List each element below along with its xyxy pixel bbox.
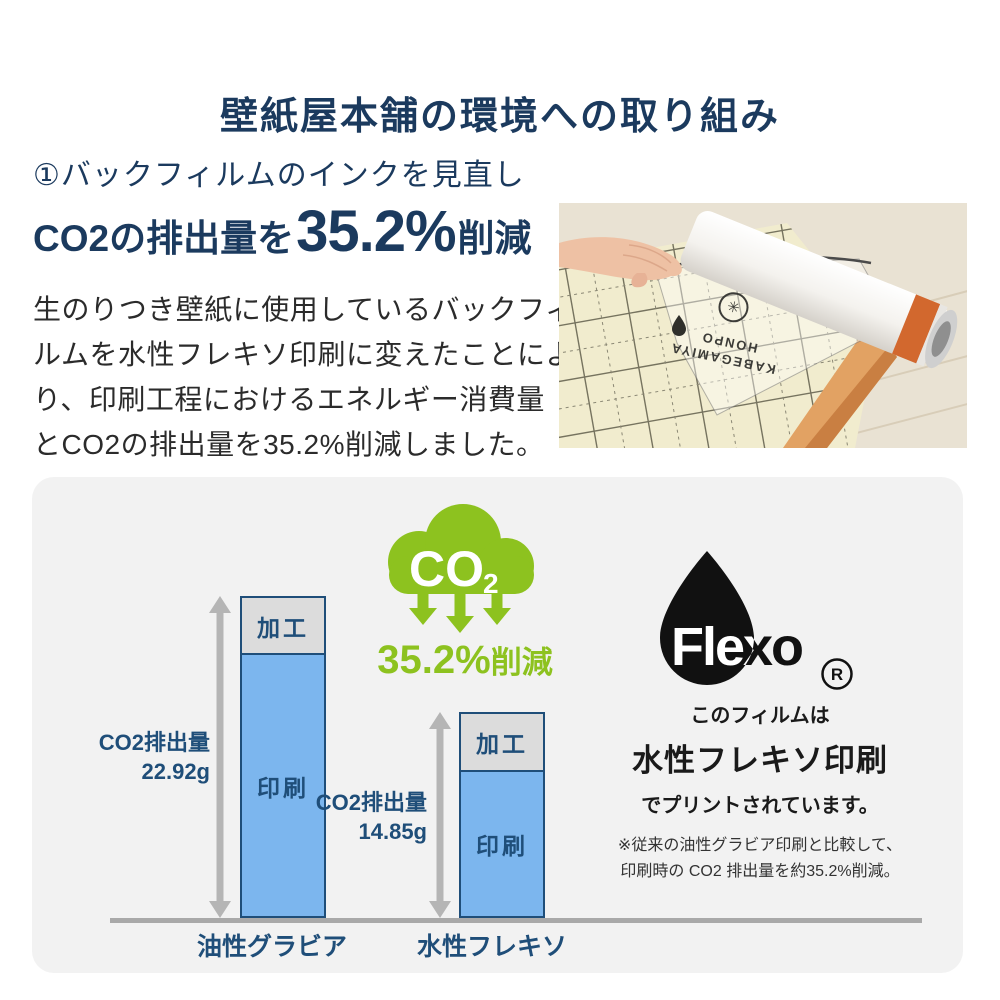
amount-value: 14.85g — [358, 819, 428, 844]
category-label-flexo: 水性フレキソ — [416, 933, 567, 961]
category-label-gravure: 油性グラビア — [196, 933, 347, 961]
bar-segment-processing: 加工 — [461, 714, 543, 772]
sheet-orange-edge-dark — [805, 346, 897, 448]
registered-mark-circle — [821, 658, 853, 690]
product-photo: KABEGAMIYA HONPO ✳ — [548, 203, 980, 449]
reduction-suffix: 削減 — [490, 645, 553, 680]
svg-text:✳: ✳ — [726, 296, 742, 315]
reduction-badge: 35.2% 削減 — [360, 637, 570, 683]
co2-headline-value: 35.2% — [296, 199, 456, 264]
body-line: とCO2の排出量を35.2%削減しました。 — [33, 429, 545, 460]
wallpaper-roll — [680, 211, 958, 369]
flexo-caption-1: このフィルムは — [690, 705, 830, 727]
flexo-logo: Flexo Flexo R — [660, 551, 853, 690]
emission-range-arrow — [429, 712, 451, 918]
sheet-orange-edge — [783, 321, 897, 448]
hand — [559, 237, 682, 288]
co2-cloud-icon: CO 2 — [388, 504, 534, 633]
cloud-co2-subscript: 2 — [483, 568, 499, 599]
section-heading: ①バックフィルムのインクを見直し — [33, 159, 525, 192]
emission-amount-label: CO2排出量 14.85g — [269, 788, 427, 846]
co2-headline-suffix: 削減 — [457, 218, 532, 259]
bar-segment-processing: 加工 — [242, 598, 324, 655]
emission-amount-label: CO2排出量 22.92g — [52, 728, 210, 786]
amount-value: 22.92g — [141, 759, 211, 784]
flexo-logo-text: Flexo — [671, 617, 802, 677]
body-line: り、印刷工程におけるエネルギー消費量 — [33, 384, 545, 415]
chart-axis-line — [110, 918, 922, 923]
small-drop-stamp-icon — [672, 315, 686, 336]
registered-mark: R — [831, 665, 843, 684]
intro-body: 生のりつき壁紙に使用しているバックフィ ルムを水性フレキソ印刷に変えたことによ … — [33, 287, 574, 467]
segment-label: 印刷 — [476, 833, 528, 859]
reduction-value: 35.2% — [377, 638, 491, 682]
body-line: 生のりつき壁紙に使用しているバックフィ — [33, 294, 574, 325]
amount-title: CO2排出量 — [98, 730, 210, 755]
bar-segment-printing: 印刷 — [461, 772, 543, 916]
flexo-drop-icon — [660, 551, 754, 686]
flexo-note-2: 印刷時の CO2 排出量を約35.2%削減。 — [620, 863, 900, 880]
page-title: 壁紙屋本舗の環境への取り組み — [219, 96, 780, 139]
segment-label: 加工 — [257, 614, 309, 641]
flexo-caption-3: でプリントされています。 — [641, 795, 879, 817]
segment-label: 印刷 — [257, 774, 309, 801]
emission-range-arrow — [209, 596, 231, 918]
amount-title: CO2排出量 — [315, 790, 427, 815]
body-line: ルムを水性フレキソ印刷に変えたことによ — [33, 339, 574, 370]
flexo-logo-text-knockout: Flexo — [671, 617, 802, 677]
co2-reduction-headline: CO2の排出量を 35.2% 削減 — [33, 198, 532, 265]
segment-label: 加工 — [476, 731, 528, 757]
flexo-caption-block: このフィルムは 水性フレキソ印刷 でプリントされています。 ※従来の油性グラビア… — [590, 699, 930, 885]
flexo-note-1: ※従来の油性グラビア印刷と比較して、 — [617, 837, 903, 854]
bar-flexo: 加工 印刷 — [459, 712, 545, 918]
photo-illustration: KABEGAMIYA HONPO ✳ — [548, 203, 980, 449]
cloud-co2-text: CO — [409, 541, 484, 597]
co2-headline-prefix: CO2の排出量を — [33, 218, 295, 259]
infographic-panel: CO2排出量 22.92g 加工 印刷 油性グラビア CO2排出量 14.85g… — [32, 477, 963, 973]
bar-gravure: 加工 印刷 — [240, 596, 326, 918]
flexo-caption-2: 水性フレキソ印刷 — [632, 743, 888, 778]
bar-segment-printing: 印刷 — [242, 655, 324, 916]
